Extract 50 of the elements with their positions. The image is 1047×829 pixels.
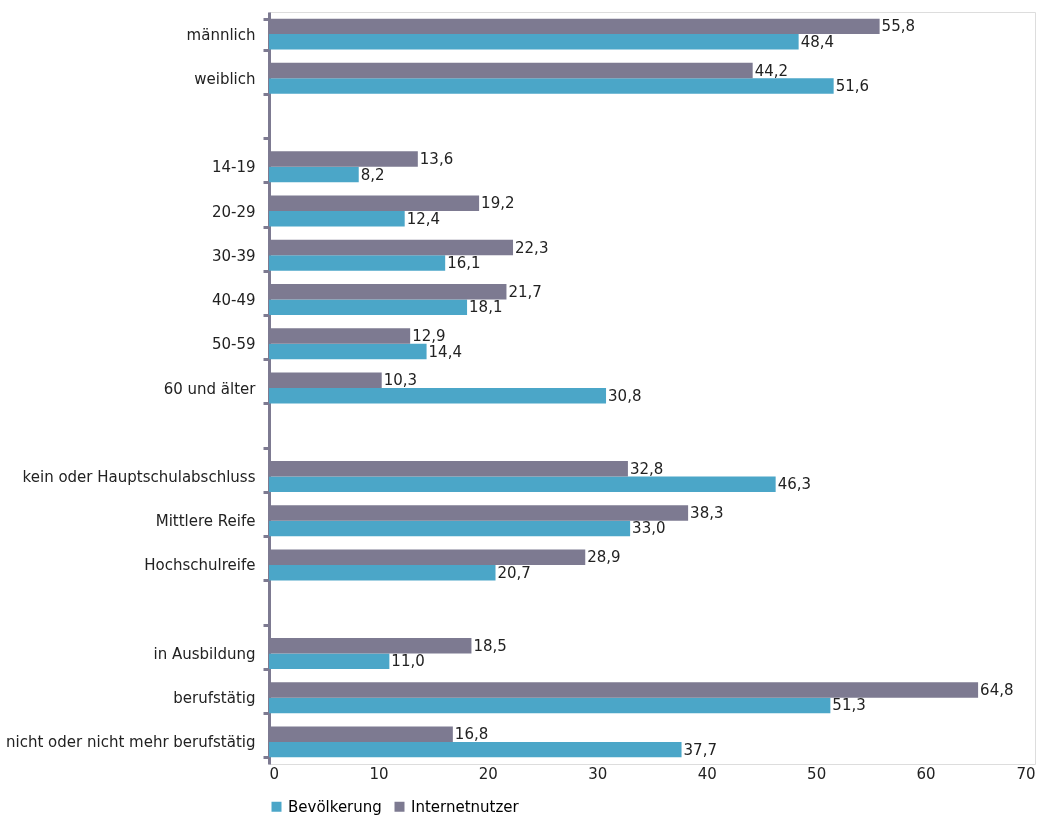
y-tick-label: männlich bbox=[186, 25, 256, 44]
y-tick-label: in Ausbildung bbox=[153, 644, 256, 663]
data-label: 46,3 bbox=[777, 475, 812, 494]
x-tick-label: 0 bbox=[269, 764, 280, 783]
legend-label: Internetnutzer bbox=[411, 797, 520, 816]
x-tick-label: 10 bbox=[369, 764, 389, 783]
y-tick-label: 50-59 bbox=[211, 335, 256, 354]
y-tick-label: nicht oder nicht mehr berufstätig bbox=[6, 733, 256, 752]
data-label: 48,4 bbox=[800, 32, 835, 51]
data-label: 19,2 bbox=[481, 194, 515, 213]
data-label: 38,3 bbox=[690, 503, 724, 522]
data-label: 30,8 bbox=[608, 386, 642, 405]
data-label: 13,6 bbox=[419, 150, 454, 169]
y-tick-label: Hochschulreife bbox=[144, 556, 256, 575]
data-label: 51,3 bbox=[832, 696, 866, 715]
x-tick-label: 20 bbox=[478, 764, 498, 783]
data-label: 10,3 bbox=[383, 371, 418, 390]
data-label: 32,8 bbox=[629, 459, 664, 478]
data-label: 16,8 bbox=[454, 725, 489, 744]
data-label: 51,6 bbox=[835, 77, 870, 96]
data-label: 37,7 bbox=[683, 740, 717, 759]
data-label: 18,1 bbox=[469, 298, 503, 317]
data-label: 8,2 bbox=[360, 165, 385, 184]
data-label: 21,7 bbox=[508, 282, 542, 301]
data-label: 33,0 bbox=[632, 519, 666, 538]
data-label: 55,8 bbox=[881, 17, 916, 36]
y-tick-label: 40-49 bbox=[211, 291, 256, 310]
x-tick-label: 60 bbox=[916, 764, 936, 783]
y-tick-label: berufstätig bbox=[173, 689, 256, 708]
y-tick-label: Mittlere Reife bbox=[155, 512, 256, 531]
data-label: 64,8 bbox=[980, 680, 1014, 699]
y-tick-label: 30-39 bbox=[211, 246, 256, 265]
y-tick-label: weiblich bbox=[194, 69, 256, 88]
data-label: 20,7 bbox=[497, 563, 531, 582]
y-tick-label: kein oder Hauptschulabschluss bbox=[22, 467, 256, 486]
data-label: 12,4 bbox=[406, 209, 441, 228]
x-tick-label: 50 bbox=[807, 764, 827, 783]
y-tick-label: 20-29 bbox=[211, 202, 256, 221]
data-label: 18,5 bbox=[473, 636, 507, 655]
x-tick-label: 30 bbox=[588, 764, 608, 783]
data-label: 22,3 bbox=[515, 238, 549, 257]
data-label: 16,1 bbox=[447, 254, 481, 273]
x-tick-label: 40 bbox=[697, 764, 717, 783]
y-tick-label: 60 und älter bbox=[163, 379, 257, 398]
y-tick-label: 14-19 bbox=[211, 158, 256, 177]
legend-label: Bevölkerung bbox=[288, 797, 382, 816]
x-tick-label: 70 bbox=[1016, 764, 1036, 783]
data-label: 11,0 bbox=[391, 652, 425, 671]
data-label: 28,9 bbox=[587, 548, 621, 567]
data-label: 44,2 bbox=[754, 61, 789, 80]
